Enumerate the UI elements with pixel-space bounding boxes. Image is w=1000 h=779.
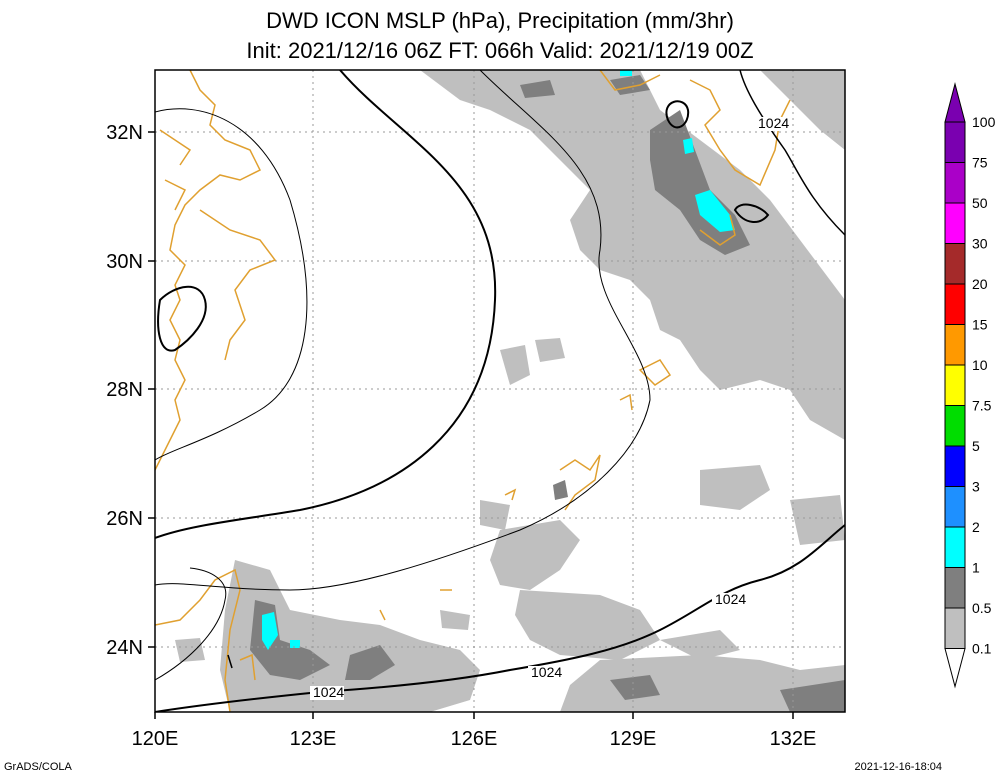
colorbar-label: 100	[972, 114, 996, 130]
lon-label-129e: 129E	[610, 728, 657, 750]
longitude-labels: 120E 123E 126E 129E 132E	[132, 728, 817, 750]
colorbar-top-arrow	[944, 82, 966, 123]
colorbar-label: 10	[972, 357, 988, 373]
colorbar-swatch	[944, 364, 966, 406]
isobar-label: 1024	[715, 591, 746, 607]
colorbar-label: 7.5	[972, 398, 992, 414]
colorbar-swatch	[944, 162, 966, 204]
isobar-label: 1024	[758, 115, 789, 131]
colorbar-label: 5	[972, 438, 980, 454]
isobar-label: 1024	[313, 684, 344, 700]
graticule	[155, 70, 845, 712]
colorbar-label: 2	[972, 519, 980, 535]
colorbar-swatch	[944, 202, 966, 244]
lat-label-24n: 24N	[106, 637, 143, 659]
colorbar-label: 15	[972, 317, 988, 333]
plot-frame	[154, 69, 846, 713]
lon-label-123e: 123E	[290, 728, 337, 750]
axis-ticks	[148, 131, 794, 719]
colorbar-label: 30	[972, 236, 988, 252]
colorbar-label: 50	[972, 195, 988, 211]
isobars	[155, 70, 845, 712]
colorbar-label: 1	[972, 560, 980, 576]
colorbar-swatch	[944, 445, 966, 487]
colorbar-swatch	[944, 567, 966, 609]
colorbar-swatch	[944, 526, 966, 568]
colorbar-label: 75	[972, 155, 988, 171]
lat-label-26n: 26N	[106, 508, 143, 530]
colorbar-swatch	[944, 324, 966, 366]
colorbar-swatch	[944, 243, 966, 285]
colorbar-swatch	[944, 121, 966, 163]
precip-light-areas	[175, 70, 845, 712]
map-title: DWD ICON MSLP (hPa), Precipitation (mm/3…	[266, 8, 734, 33]
colorbar-label: 0.5	[972, 600, 992, 616]
footer-timestamp: 2021-12-16-18:04	[854, 761, 942, 773]
map-subtitle: Init: 2021/12/16 06Z FT: 066h Valid: 202…	[246, 38, 754, 63]
lat-label-28n: 28N	[106, 379, 143, 401]
coastlines	[155, 70, 791, 712]
colorbar-label: 0.1	[972, 641, 992, 657]
lon-label-126e: 126E	[451, 728, 498, 750]
colorbar-swatch	[944, 607, 966, 649]
footer-credit: GrADS/COLA	[4, 761, 72, 773]
latitude-labels: 32N 30N 28N 26N 24N	[106, 122, 143, 659]
colorbar-swatch	[944, 405, 966, 447]
colorbar-label: 20	[972, 276, 988, 292]
precip-colorbar: 100 75 50 30 20 15 10 7.5 5 3 2 1 0.5 0.1	[944, 82, 996, 689]
lon-label-132e: 132E	[770, 728, 817, 750]
colorbar-bottom-arrow	[944, 648, 966, 689]
isobar-label: 1024	[531, 664, 562, 680]
colorbar-swatch	[944, 283, 966, 325]
colorbar-label: 3	[972, 479, 980, 495]
lat-label-30n: 30N	[106, 251, 143, 273]
map-plot-area: 1024 1024 1024 1024	[155, 70, 845, 712]
precip-heavy-areas	[262, 70, 735, 650]
colorbar-swatch	[944, 486, 966, 528]
isobar-labels: 1024 1024 1024 1024	[310, 115, 789, 700]
lat-label-32n: 32N	[106, 122, 143, 144]
lon-label-120e: 120E	[132, 728, 179, 750]
